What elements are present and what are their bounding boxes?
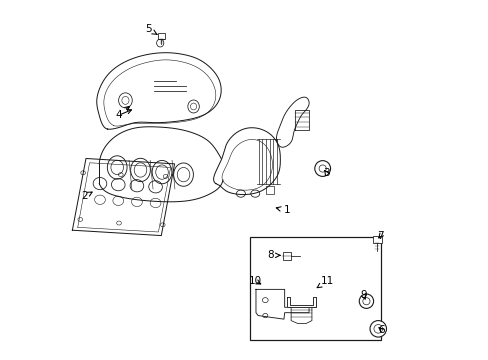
Text: 6: 6 xyxy=(377,325,384,335)
Bar xyxy=(282,252,291,260)
Text: 3: 3 xyxy=(322,168,329,178)
Text: 9: 9 xyxy=(360,291,366,301)
Polygon shape xyxy=(286,297,316,307)
Circle shape xyxy=(369,320,386,337)
Circle shape xyxy=(359,294,373,309)
Text: 7: 7 xyxy=(377,231,383,240)
Text: 10: 10 xyxy=(248,276,261,286)
Circle shape xyxy=(314,161,330,176)
Text: 1: 1 xyxy=(276,206,289,216)
Text: 11: 11 xyxy=(316,276,333,288)
Bar xyxy=(158,33,164,39)
Bar xyxy=(249,237,380,339)
Text: 8: 8 xyxy=(266,250,280,260)
Text: 5: 5 xyxy=(145,24,157,35)
Bar xyxy=(265,186,273,194)
Text: 4: 4 xyxy=(115,107,129,121)
Bar xyxy=(372,235,381,243)
Polygon shape xyxy=(255,289,308,319)
Text: 2: 2 xyxy=(81,191,92,201)
